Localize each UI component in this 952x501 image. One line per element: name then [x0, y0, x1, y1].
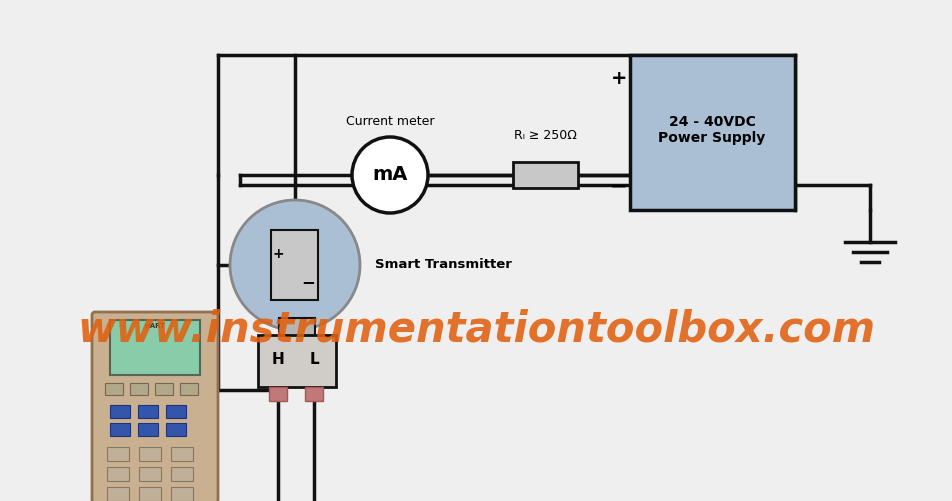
Bar [105, 383, 123, 395]
Text: HART: HART [145, 323, 166, 329]
Text: 24 - 40VDC
Power Supply: 24 - 40VDC Power Supply [658, 115, 764, 145]
FancyBboxPatch shape [92, 312, 218, 501]
Bar [138, 405, 158, 418]
Bar [512, 162, 578, 188]
Bar [139, 487, 161, 501]
Bar [139, 467, 161, 481]
Bar [258, 335, 336, 387]
Bar [170, 487, 193, 501]
Text: H: H [271, 353, 284, 368]
Circle shape [351, 137, 427, 213]
Bar [170, 467, 193, 481]
Bar [270, 230, 318, 300]
Text: −: − [609, 177, 626, 197]
Text: Rₗ ≥ 250Ω: Rₗ ≥ 250Ω [513, 129, 576, 142]
Bar [279, 318, 315, 338]
Bar [268, 387, 287, 401]
Text: +: + [272, 247, 284, 261]
Bar [180, 383, 198, 395]
Bar [139, 447, 161, 461]
Bar [166, 423, 186, 436]
Bar [166, 405, 186, 418]
Text: www.instrumentationtoolbox.com: www.instrumentationtoolbox.com [77, 309, 874, 351]
Bar [107, 487, 129, 501]
Bar [107, 447, 129, 461]
Bar [129, 383, 148, 395]
Text: mA: mA [372, 165, 407, 184]
Bar [109, 423, 129, 436]
Bar [629, 55, 794, 210]
Text: −: − [301, 273, 314, 291]
Text: L: L [308, 353, 319, 368]
Text: Smart Transmitter: Smart Transmitter [374, 259, 511, 272]
Bar [305, 387, 323, 401]
Text: +: + [610, 69, 626, 88]
Bar [109, 320, 200, 375]
Bar [155, 383, 173, 395]
Bar [170, 447, 193, 461]
Bar [138, 423, 158, 436]
Text: Current meter: Current meter [346, 115, 434, 128]
Circle shape [229, 200, 360, 330]
Bar [109, 405, 129, 418]
Bar [107, 467, 129, 481]
